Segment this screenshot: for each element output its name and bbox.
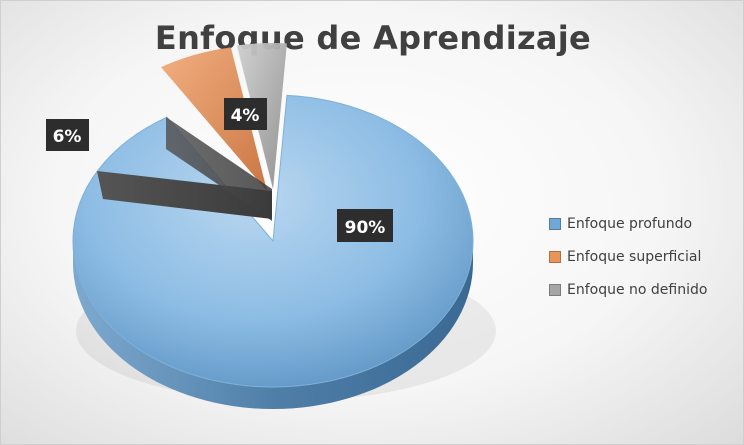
legend-item-enfoque-profundo: Enfoque profundo <box>549 207 707 240</box>
data-label-6-text: 6% <box>53 127 82 147</box>
data-label-90: 90% <box>337 209 393 242</box>
data-label-6: 6% <box>46 119 89 151</box>
slice-enfoque-no-definido-side <box>166 117 272 221</box>
data-label-90-text: 90% <box>345 218 386 238</box>
legend-swatch-orange <box>549 250 561 263</box>
legend-item-enfoque-superficial: Enfoque superficial <box>549 240 707 273</box>
slice-enfoque-superficial <box>161 47 267 192</box>
legend-label: Enfoque profundo <box>567 215 693 232</box>
legend-swatch-blue <box>549 217 561 230</box>
data-label-4: 4% <box>224 98 267 130</box>
legend-label: Enfoque no definido <box>567 281 708 298</box>
slice-enfoque-profundo <box>72 94 474 388</box>
slice-enfoque-superficial-side <box>97 171 272 219</box>
legend-swatch-gray <box>549 283 561 296</box>
legend-item-enfoque-no-definido: Enfoque no definido <box>549 273 707 306</box>
data-label-4-text: 4% <box>231 106 260 126</box>
legend: Enfoque profundo Enfoque superficial Enf… <box>549 207 707 306</box>
legend-label: Enfoque superficial <box>567 248 702 265</box>
